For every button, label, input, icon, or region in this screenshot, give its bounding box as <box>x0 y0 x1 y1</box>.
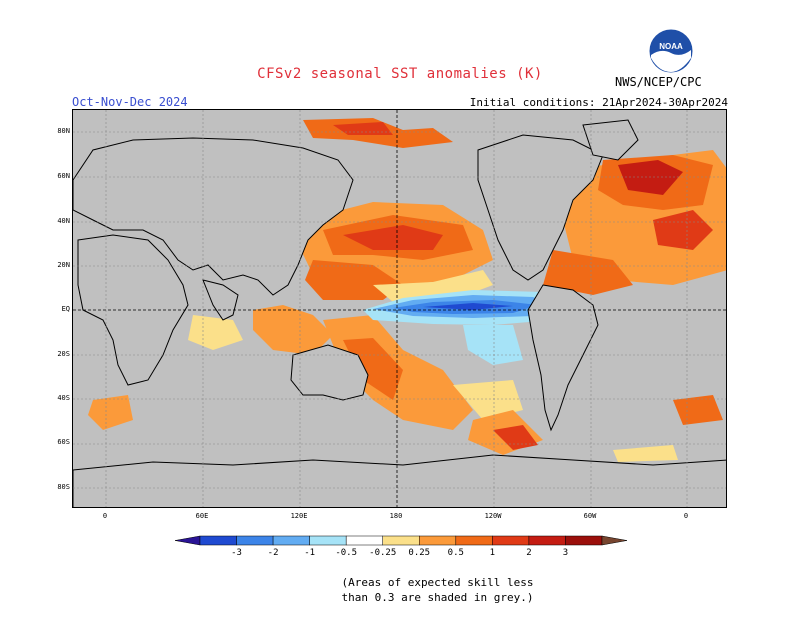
colorbar-tick-label: 0.25 <box>408 548 431 558</box>
lat-label: 40S <box>57 394 70 402</box>
colorbar-box <box>565 535 603 546</box>
colorbar-box <box>272 535 310 546</box>
colorbar-tick-label: -3 <box>231 548 242 558</box>
chart-title: CFSv2 seasonal SST anomalies (K) <box>257 66 543 82</box>
colorbar-tick-label: 2 <box>526 548 532 558</box>
colorbar-box <box>528 535 566 546</box>
colorbar-box <box>419 535 457 546</box>
lon-label: 60E <box>195 512 209 520</box>
sst-anomaly-map <box>72 109 727 508</box>
colorbar-box <box>492 535 530 546</box>
colorbar-box <box>345 535 383 546</box>
logo-text: NOAA <box>659 42 683 51</box>
anomaly-patches <box>88 118 726 462</box>
colorbar-box <box>309 535 347 546</box>
lat-label: 80S <box>57 483 70 491</box>
colorbar-box <box>455 535 493 546</box>
lat-label: 20S <box>57 350 70 358</box>
graticule <box>73 110 726 507</box>
colorbar-tick-label: -1 <box>304 548 316 558</box>
lon-label: 0 <box>683 512 689 520</box>
colorbar-tick-label: 1 <box>489 548 496 558</box>
lat-label: 80N <box>57 127 70 135</box>
lat-label: 60S <box>57 438 70 446</box>
colorbar-tick-label: -0.25 <box>369 548 397 558</box>
colorbar-tick-label: 0.5 <box>447 548 464 558</box>
lat-label: EQ <box>61 305 70 313</box>
initial-conditions-label: Initial conditions: 21Apr2024-30Apr2024 <box>469 96 728 109</box>
lat-label: 20N <box>57 261 70 269</box>
lon-label: 180 <box>389 512 403 520</box>
colorbar-tick-label: -2 <box>267 548 279 558</box>
season-label: Oct-Nov-Dec 2024 <box>72 95 188 109</box>
lon-label: 120W <box>484 512 502 520</box>
colorbar-tick-label: -0.5 <box>335 548 358 558</box>
noaa-logo: NOAA <box>648 28 694 74</box>
lat-label: 60N <box>57 172 70 180</box>
map-svg <box>73 110 726 507</box>
organization-label: NWS/NCEP/CPC <box>615 75 702 89</box>
lon-label: 120E <box>290 512 308 520</box>
lon-label: 0 <box>102 512 108 520</box>
colorbar-arrow-high <box>601 535 628 546</box>
lat-label: 40N <box>57 217 70 225</box>
colorbar-box <box>199 535 237 546</box>
lon-label: 60W <box>583 512 597 520</box>
colorbar-arrow-low <box>174 535 201 546</box>
colorbar-tick-label: 3 <box>562 548 569 558</box>
colorbar-box <box>382 535 420 546</box>
colorbar-box <box>236 535 274 546</box>
footnote-line2: than 0.3 are shaded in grey.) <box>341 591 534 604</box>
footnote-line1: (Areas of expected skill less <box>341 576 534 589</box>
